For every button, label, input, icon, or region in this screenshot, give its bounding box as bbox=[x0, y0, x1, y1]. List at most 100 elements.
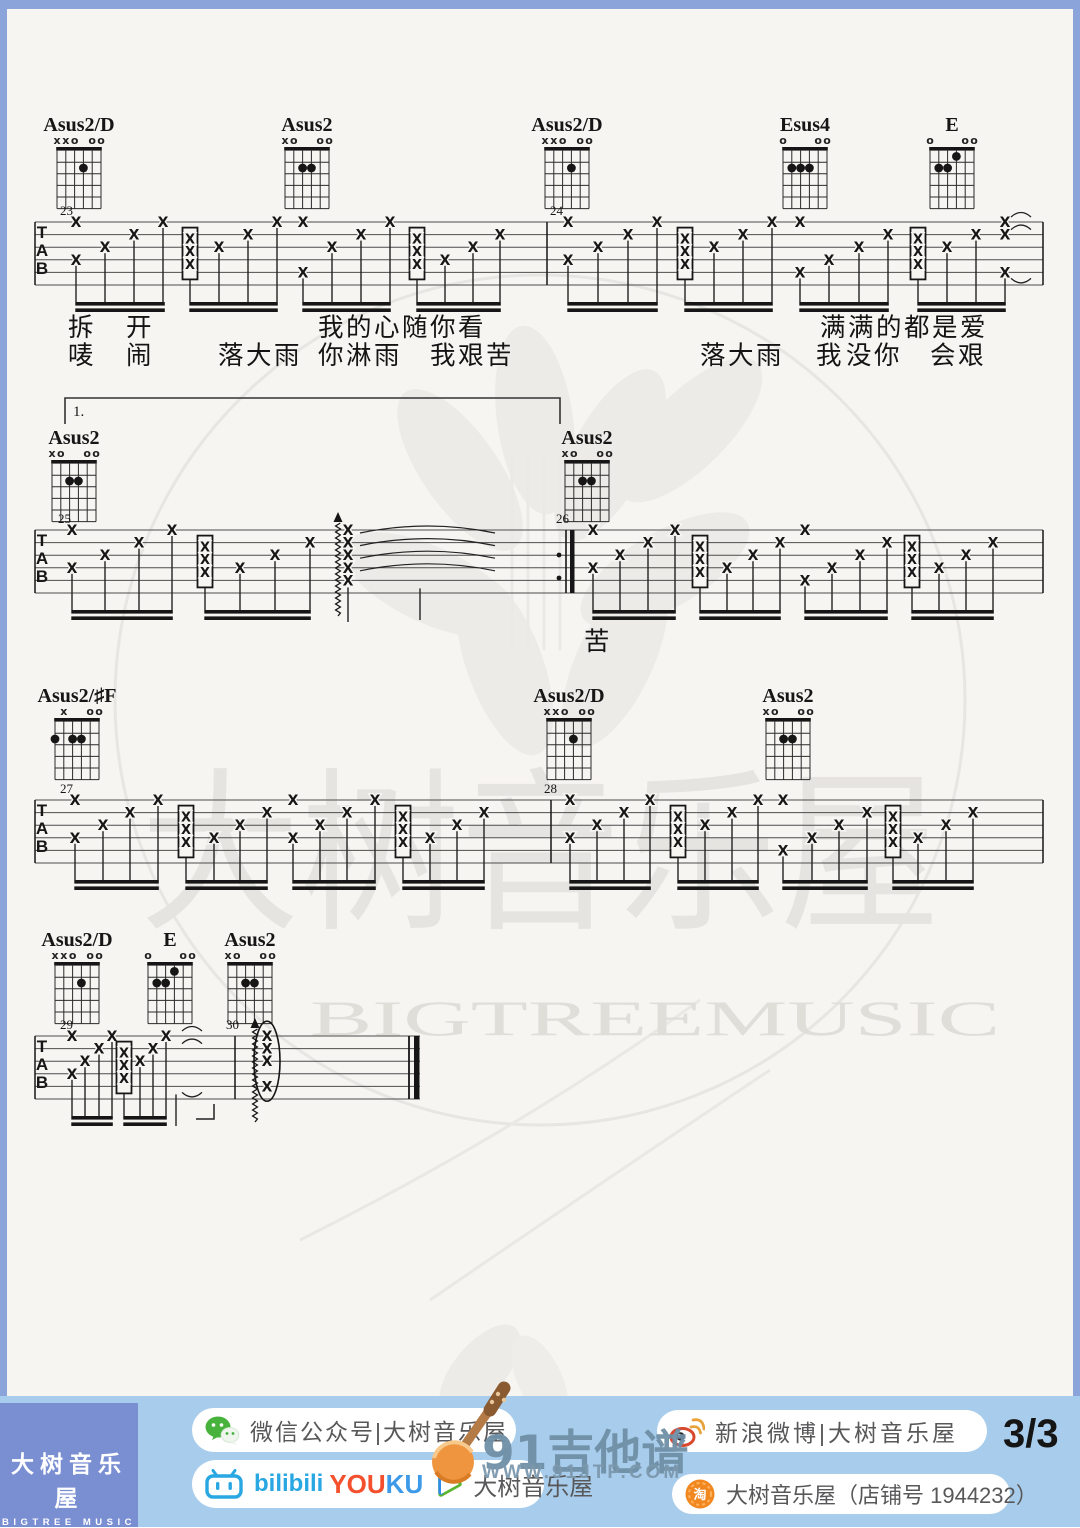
svg-text:o: o bbox=[57, 447, 65, 460]
svg-text:X: X bbox=[907, 566, 917, 581]
svg-text:X: X bbox=[262, 1042, 273, 1058]
svg-text:X: X bbox=[398, 811, 408, 826]
svg-text:o: o bbox=[779, 134, 787, 147]
svg-text:o: o bbox=[290, 134, 298, 147]
svg-text:o: o bbox=[179, 949, 187, 962]
svg-text:X: X bbox=[727, 806, 738, 822]
svg-text:X: X bbox=[834, 818, 845, 834]
lyric-syllable: 心 bbox=[374, 314, 400, 342]
svg-text:o: o bbox=[83, 447, 91, 460]
svg-text:X: X bbox=[941, 818, 952, 834]
svg-text:X: X bbox=[1000, 228, 1011, 244]
svg-text:X: X bbox=[298, 215, 309, 231]
svg-text:X: X bbox=[343, 523, 354, 539]
svg-text:x: x bbox=[550, 134, 557, 147]
svg-text:o: o bbox=[970, 134, 978, 147]
svg-text:X: X bbox=[778, 843, 789, 859]
svg-text:o: o bbox=[95, 949, 103, 962]
video-channel-label: 大树音乐屋 bbox=[473, 1473, 594, 1501]
svg-text:X: X bbox=[968, 806, 979, 822]
svg-text:X: X bbox=[695, 553, 705, 568]
svg-text:X: X bbox=[235, 818, 246, 834]
svg-text:X: X bbox=[343, 536, 354, 552]
svg-text:X: X bbox=[270, 548, 281, 564]
chord-diagram: Eo o o bbox=[926, 114, 978, 210]
lyric-syllable: 艰 bbox=[958, 342, 984, 370]
svg-text:X: X bbox=[888, 823, 898, 838]
lyric-syllable: 爱 bbox=[960, 314, 986, 342]
svg-text:X: X bbox=[370, 793, 381, 809]
svg-text:Asus2/D: Asus2/D bbox=[43, 114, 114, 136]
svg-text:X: X bbox=[185, 245, 195, 260]
chord-diagram: Asus2/Dx x o o o bbox=[41, 929, 113, 1025]
svg-text:X: X bbox=[262, 1054, 273, 1070]
svg-text:X: X bbox=[200, 553, 210, 568]
svg-text:x: x bbox=[48, 447, 55, 460]
volta-bracket bbox=[64, 397, 561, 424]
svg-text:X: X bbox=[398, 836, 408, 851]
lyric-syllable: 雨 bbox=[274, 342, 300, 370]
footer-bar: 大树音乐屋 BIGTREE MUSIC 微信公众号|大树音乐屋 bbox=[0, 1396, 1080, 1528]
svg-text:x: x bbox=[53, 134, 60, 147]
svg-text:X: X bbox=[440, 253, 451, 269]
svg-text:X: X bbox=[888, 836, 898, 851]
svg-text:o: o bbox=[71, 134, 79, 147]
svg-text:X: X bbox=[181, 836, 191, 851]
svg-text:淘: 淘 bbox=[693, 1487, 706, 1503]
weibo-account-label: 新浪微博|大树音乐屋 bbox=[715, 1420, 958, 1446]
svg-text:X: X bbox=[709, 240, 720, 256]
lyric-syllable: 闹 bbox=[126, 342, 152, 370]
svg-text:X: X bbox=[356, 228, 367, 244]
svg-text:X: X bbox=[262, 1079, 273, 1095]
svg-text:X: X bbox=[700, 818, 711, 834]
svg-text:X: X bbox=[795, 215, 806, 231]
svg-text:X: X bbox=[563, 253, 574, 269]
svg-text:X: X bbox=[1000, 265, 1011, 281]
svg-text:X: X bbox=[855, 548, 866, 564]
svg-text:o: o bbox=[961, 134, 969, 147]
lyric-syllable: 我 bbox=[816, 342, 842, 370]
svg-text:o: o bbox=[69, 949, 77, 962]
svg-text:o: o bbox=[92, 447, 100, 460]
lyric-syllable: 大 bbox=[246, 342, 272, 370]
lyric-syllable: 满 bbox=[820, 314, 846, 342]
svg-text:X: X bbox=[767, 215, 778, 231]
lyric-syllable: 我 bbox=[318, 314, 344, 342]
svg-text:x: x bbox=[541, 134, 548, 147]
svg-text:X: X bbox=[827, 561, 838, 577]
svg-text:X: X bbox=[158, 215, 169, 231]
svg-text:X: X bbox=[119, 1059, 129, 1074]
let-ring-arc bbox=[359, 538, 496, 547]
svg-text:X: X bbox=[315, 818, 326, 834]
svg-text:X: X bbox=[452, 818, 463, 834]
lyric-syllable: 没 bbox=[846, 342, 872, 370]
circled-strum bbox=[253, 1020, 281, 1102]
taobao-icon: 淘 bbox=[684, 1478, 716, 1510]
svg-text:X: X bbox=[673, 836, 683, 851]
svg-text:X: X bbox=[907, 541, 917, 556]
svg-text:B: B bbox=[36, 837, 48, 856]
svg-text:X: X bbox=[479, 806, 490, 822]
bilibili-icon bbox=[204, 1468, 244, 1500]
svg-text:X: X bbox=[593, 240, 604, 256]
svg-text:X: X bbox=[800, 573, 811, 589]
lyric-syllable: 都 bbox=[904, 314, 930, 342]
svg-text:A: A bbox=[36, 1055, 48, 1074]
svg-text:o: o bbox=[188, 949, 196, 962]
svg-text:Asus2/♯F: Asus2/♯F bbox=[38, 685, 117, 707]
svg-text:x: x bbox=[224, 949, 231, 962]
page-border-left bbox=[0, 0, 7, 1397]
svg-text:X: X bbox=[135, 1054, 146, 1070]
svg-text:X: X bbox=[824, 253, 835, 269]
lyric-syllable: 落 bbox=[218, 342, 244, 370]
svg-text:X: X bbox=[695, 541, 705, 556]
lyric-syllable: 的 bbox=[876, 314, 902, 342]
lyric-syllable: 你 bbox=[874, 342, 900, 370]
lyric-syllable: 唛 bbox=[68, 342, 94, 370]
svg-text:X: X bbox=[161, 1029, 172, 1045]
